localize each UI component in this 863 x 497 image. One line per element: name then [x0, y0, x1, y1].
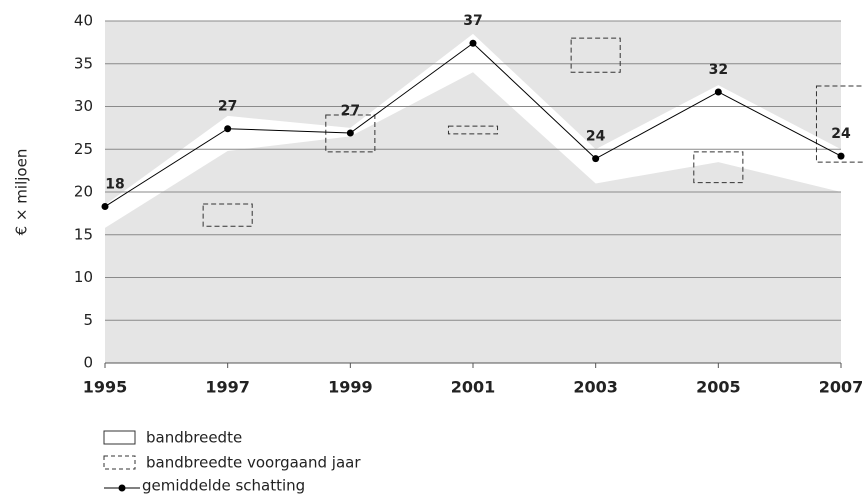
value-label: 32 [709, 62, 728, 78]
y-tick-label: 10 [74, 268, 93, 286]
value-label: 18 [105, 177, 124, 193]
value-label: 27 [218, 99, 237, 115]
y-tick-label: 30 [74, 97, 93, 115]
previous-band-box [325, 114, 376, 153]
legend-label: gemiddelde schatting [142, 477, 305, 495]
previous-band-box [693, 151, 744, 184]
legend-label: bandbreedte [146, 429, 242, 447]
x-tick-label: 1997 [205, 378, 250, 397]
value-label: 24 [586, 129, 606, 145]
y-tick-label: 40 [74, 12, 93, 30]
y-tick-label: 15 [74, 225, 93, 243]
legend-swatch [103, 430, 136, 445]
point [346, 129, 354, 137]
value-label: 27 [341, 103, 360, 119]
point [224, 125, 232, 133]
y-tick-label: 5 [83, 311, 93, 329]
previous-band-box [815, 85, 863, 163]
legend-swatch [103, 455, 136, 470]
previous-band-box [570, 37, 621, 73]
point [837, 152, 845, 160]
point [101, 203, 109, 211]
value-label: 24 [831, 126, 851, 142]
y-tick-label: 0 [83, 354, 93, 372]
legend-swatch [118, 484, 126, 492]
previous-band-box [447, 125, 499, 135]
point [592, 155, 600, 163]
point [714, 88, 722, 96]
y-tick-label: 25 [74, 140, 93, 158]
x-tick-label: 1995 [83, 378, 128, 397]
band-area [105, 33, 841, 228]
x-tick-label: 2003 [573, 378, 618, 397]
x-tick-label: 2005 [696, 378, 741, 397]
value-label: 37 [463, 13, 482, 29]
point [469, 39, 477, 47]
x-tick-label: 2007 [819, 378, 863, 397]
legend-label: bandbreedte voorgaand jaar [146, 454, 361, 472]
x-tick-label: 1999 [328, 378, 373, 397]
y-tick-label: 20 [74, 183, 93, 201]
y-axis-label: € × miljoen [13, 149, 31, 236]
x-tick-label: 2001 [451, 378, 496, 397]
y-tick-label: 35 [74, 54, 93, 72]
previous-band-box [202, 203, 253, 227]
